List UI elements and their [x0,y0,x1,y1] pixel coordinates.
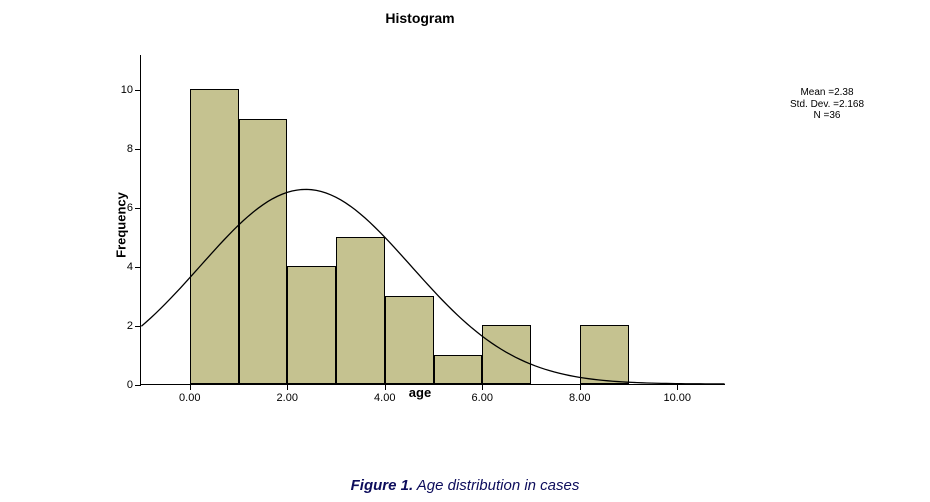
x-tick-label: 2.00 [277,392,298,404]
stats-box: Mean =2.38 Std. Dev. =2.168 N =36 [790,87,864,122]
histogram-chart: Histogram Frequency 02468100.002.004.006… [80,10,760,440]
histogram-bar [580,325,629,384]
y-tick-label: 10 [121,84,133,96]
histogram-bar [239,119,288,384]
x-tick [482,384,483,390]
caption-label: Figure 1. [351,477,414,494]
x-tick-label: 6.00 [472,392,493,404]
chart-title: Histogram [80,10,760,26]
y-tick [135,267,141,268]
y-tick-label: 2 [127,320,133,332]
plot-area: 02468100.002.004.006.008.0010.00 [140,55,725,385]
x-axis-title: age [409,385,431,400]
x-tick-label: 10.00 [663,392,691,404]
histogram-bar [482,325,531,384]
y-tick [135,208,141,209]
y-tick [135,326,141,327]
y-tick-label: 0 [127,379,133,391]
stat-n: N =36 [790,110,864,122]
caption-text: Age distribution in cases [413,477,579,494]
histogram-bar [190,89,239,384]
histogram-bar [287,266,336,384]
y-tick [135,385,141,386]
x-tick [580,384,581,390]
histogram-bar [434,355,483,384]
histogram-bar [336,237,385,384]
x-tick [385,384,386,390]
x-tick-label: 4.00 [374,392,395,404]
histogram-bar [385,296,434,384]
y-tick-label: 6 [127,202,133,214]
y-tick-label: 8 [127,143,133,155]
x-tick [677,384,678,390]
figure-caption: Figure 1. Age distribution in cases [351,477,580,494]
x-tick [287,384,288,390]
x-tick-label: 8.00 [569,392,590,404]
stat-std: Std. Dev. =2.168 [790,99,864,111]
x-tick-label: 0.00 [179,392,200,404]
y-tick [135,90,141,91]
y-tick [135,149,141,150]
x-tick [190,384,191,390]
stat-mean: Mean =2.38 [790,87,864,99]
y-tick-label: 4 [127,261,133,273]
